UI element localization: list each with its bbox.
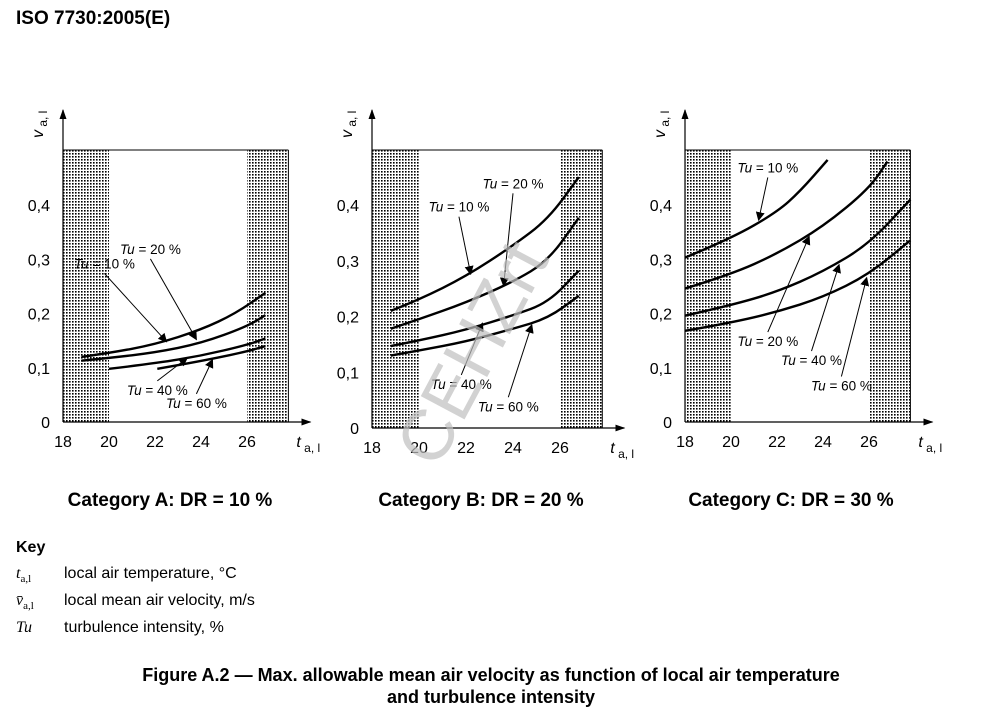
series-line: [684, 239, 912, 333]
series-annotation-label: Tu = 20 %: [483, 176, 544, 191]
annotation-arrow: [811, 263, 841, 352]
annotation-arrow: [458, 216, 474, 276]
x-tick-label: 26: [238, 434, 256, 451]
chart-panel-category-c: 0 0,1 0,2 0,3 0,4 18 20 22 24 26 v a, l t a, l Tu = …: [650, 109, 942, 455]
key-description: local air temperature, °C: [64, 565, 237, 582]
series-annotation-label: Tu = 40 %: [127, 383, 188, 398]
x-tick-label: 22: [146, 434, 164, 451]
y-tick-label: 0,2: [337, 310, 359, 327]
annotation-arrow: [460, 322, 484, 376]
key-symbol: Tu: [16, 619, 33, 636]
document-header: ISO 7730:2005(E): [16, 8, 171, 29]
x-tick-label: 18: [676, 434, 694, 451]
x-tick-label: 20: [100, 434, 118, 451]
y-axis-label: v a, l: [30, 111, 50, 138]
series-line: [108, 337, 266, 371]
series-line: [684, 160, 889, 290]
shaded-band: [869, 150, 911, 422]
shaded-band: [247, 150, 289, 422]
figure-caption-line-1: Figure A.2 — Max. allowable mean air vel…: [142, 665, 840, 685]
series-annotation-label: Tu = 10 %: [74, 256, 135, 271]
y-tick-label: 0,2: [28, 307, 50, 324]
x-tick-label: 18: [363, 440, 381, 457]
x-tick-label: 24: [192, 434, 210, 451]
y-tick-label: 0,4: [28, 198, 50, 215]
x-tick-label: 26: [860, 434, 878, 451]
chart-title-category-b: Category B: DR = 20 %: [378, 490, 584, 511]
chart-title-category-c: Category C: DR = 30 %: [688, 490, 894, 511]
x-tick-label: 24: [504, 440, 522, 457]
series-annotation-label: Tu = 40 %: [781, 353, 842, 368]
chart-panel-category-b: 0 0,1 0,2 0,3 0,4 18 20 22 24 26 v a, l t a, l Tu = …: [337, 109, 634, 461]
y-tick-label: 0: [350, 421, 359, 438]
x-tick-label: 18: [54, 434, 72, 451]
y-tick-label: 0,1: [650, 361, 672, 378]
series-annotation-label: Tu = 20 %: [737, 334, 798, 349]
annotation-arrow: [840, 276, 870, 377]
chart-title-category-a: Category A: DR = 10 %: [67, 490, 273, 511]
series-annotation-label: Tu = 10 %: [737, 160, 798, 175]
x-tick-label: 22: [768, 434, 786, 451]
series-annotation-label: Tu = 40 %: [431, 377, 492, 392]
key-heading: Key: [16, 539, 46, 556]
x-tick-label: 20: [410, 440, 428, 457]
y-tick-label: 0: [41, 415, 50, 432]
series-annotation-label: Tu = 10 %: [428, 200, 489, 215]
series-line: [81, 314, 267, 362]
annotation-arrow: [195, 358, 214, 395]
key-row-velocity: v̄a,l local mean air velocity, m/s: [16, 592, 255, 612]
series-line: [81, 291, 267, 359]
y-axis-label: v a, l: [339, 111, 359, 138]
shaded-band: [560, 150, 603, 428]
shaded-band: [63, 150, 109, 422]
x-tick-label: 26: [551, 440, 569, 457]
annotation-arrow: [149, 258, 197, 341]
annotation-arrow: [104, 273, 168, 343]
series-annotation-label: Tu = 60 %: [811, 379, 872, 394]
key-description: local mean air velocity, m/s: [64, 592, 255, 609]
x-axis-label: t a, l: [296, 434, 320, 455]
key-row-turbulence: Tu turbulence intensity, %: [16, 619, 224, 639]
annotation-arrow: [507, 323, 534, 398]
y-tick-label: 0,1: [337, 365, 359, 382]
series-annotation-label: Tu = 20 %: [120, 242, 181, 257]
x-axis-label: t a, l: [918, 434, 942, 455]
key-row-temperature: ta,l local air temperature, °C: [16, 565, 237, 585]
x-tick-label: 22: [457, 440, 475, 457]
series-line: [390, 176, 580, 313]
series-line: [684, 159, 829, 259]
key-symbol: ta,l: [16, 565, 32, 586]
series-line: [390, 269, 580, 348]
y-tick-label: 0,3: [650, 252, 672, 269]
y-tick-label: 0,1: [28, 361, 50, 378]
key-description: turbulence intensity, %: [64, 619, 224, 636]
y-tick-label: 0: [663, 415, 672, 432]
x-tick-label: 20: [722, 434, 740, 451]
figure-caption-line-2: and turbulence intensity: [386, 687, 596, 707]
annotation-arrow: [156, 357, 188, 382]
shaded-band: [372, 150, 419, 428]
y-tick-label: 0,4: [337, 198, 359, 215]
key-symbol: v̄a,l: [16, 592, 34, 613]
y-tick-label: 0,3: [28, 252, 50, 269]
annotation-arrow: [755, 177, 769, 222]
series-annotation-label: Tu = 60 %: [478, 399, 539, 414]
chart-panel-category-a: 0 0,1 0,2 0,3 0,4 18 20 22 24 26 v a, l t a, l Tu = …: [28, 109, 320, 455]
x-axis-label: t a, l: [610, 440, 634, 461]
x-tick-label: 24: [814, 434, 832, 451]
series-line: [390, 217, 580, 330]
y-tick-label: 0,3: [337, 254, 359, 271]
y-tick-label: 0,2: [650, 307, 672, 324]
annotation-arrow: [767, 235, 811, 333]
series-line: [684, 198, 912, 317]
y-tick-label: 0,4: [650, 198, 672, 215]
series-line: [390, 294, 580, 357]
annotation-arrow: [499, 193, 514, 287]
y-axis-label: v a, l: [652, 111, 672, 138]
series-annotation-label: Tu = 60 %: [166, 396, 227, 411]
